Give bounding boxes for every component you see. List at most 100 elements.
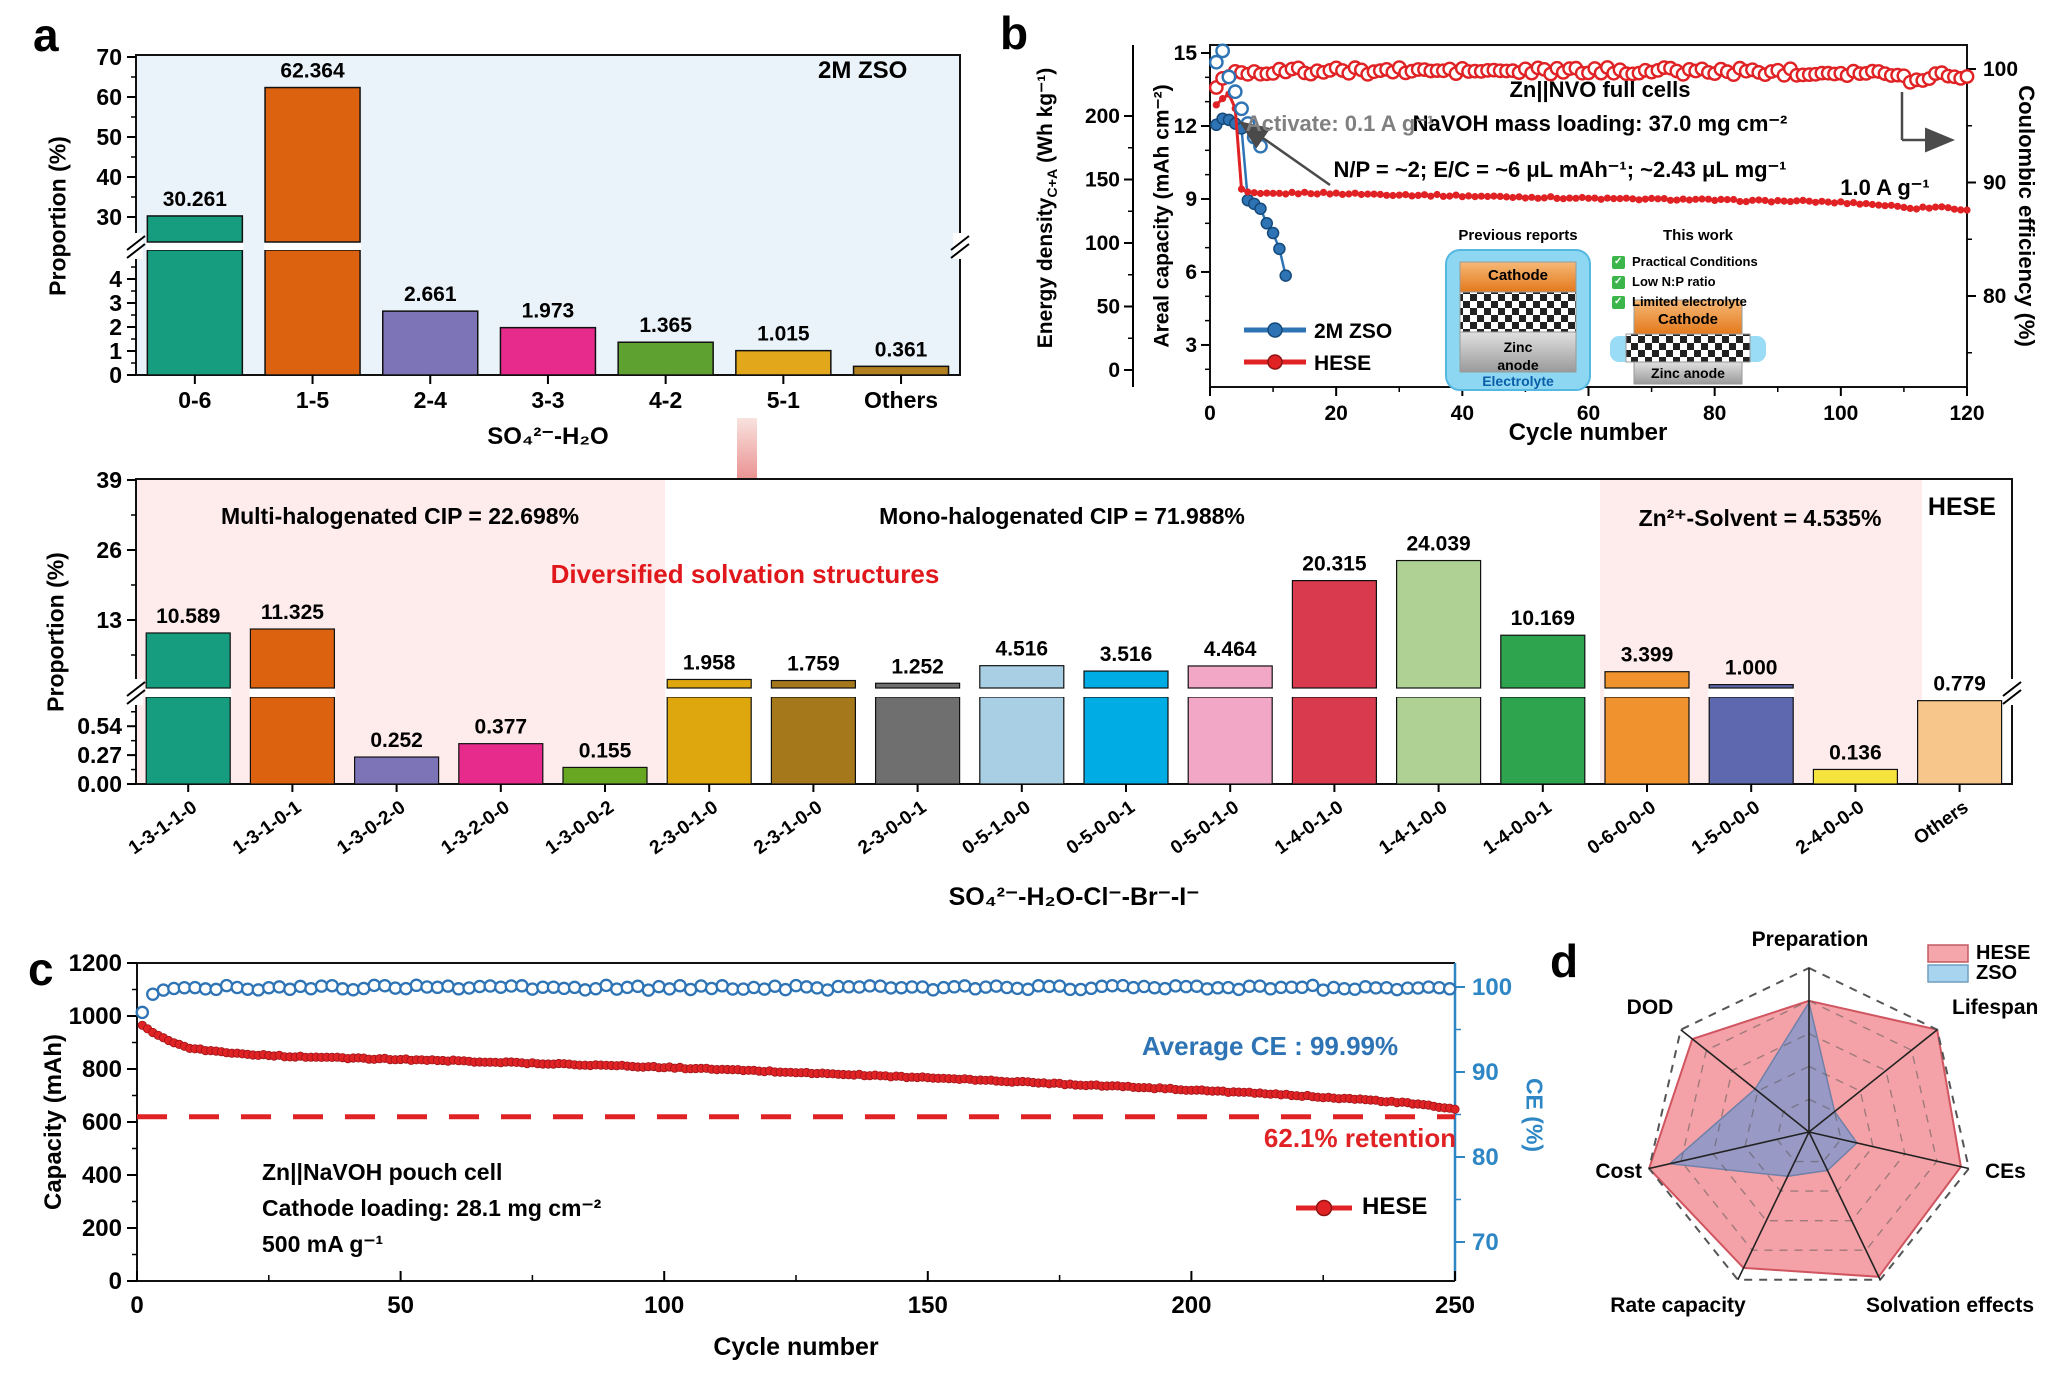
line: [2002, 681, 2022, 697]
bar-mid-2-3-1-0-0: [770, 696, 857, 785]
marker-hese-capacity: [1755, 196, 1763, 204]
bar-break-band: [264, 242, 362, 250]
bar-break-band: [145, 688, 232, 697]
marker-hese-ce: [989, 979, 1004, 993]
bar-break-band: [1291, 688, 1378, 697]
inset-prev-anode-label2: anode: [1497, 357, 1539, 373]
inset-this-anode-label: Zinc anode: [1651, 365, 1725, 381]
bar-a-5-1: [735, 349, 832, 376]
tick-label: 150: [1085, 169, 1120, 192]
marker-hese-capacity: [1547, 193, 1555, 201]
tick-label: 26: [96, 537, 122, 563]
tick-label: 40: [1451, 402, 1474, 425]
marker-hese-capacity: [1364, 190, 1372, 198]
category-label: Others: [864, 387, 938, 413]
marker-hese-capacity: [1837, 198, 1845, 206]
category-label: 1-5: [296, 387, 329, 413]
marker-hese-capacity: [1906, 204, 1914, 212]
tick-label: 39: [96, 467, 122, 493]
marker-hese-ce: [251, 983, 266, 997]
category-label: 4-2: [649, 387, 682, 413]
marker-hese-capacity: [1849, 199, 1858, 207]
radar-axis-line: [1648, 1131, 1810, 1170]
marker-hese-capacity: [1736, 197, 1744, 206]
radar-axis-dod: DOD: [1626, 996, 1674, 1019]
tick-label: 100: [1472, 974, 1512, 1001]
panel-c-ylabel-right: CE (%): [1521, 1077, 1548, 1153]
bar-break-band: [249, 688, 336, 697]
marker-hese-ce: [652, 979, 666, 994]
marker-hese-capacity: [1244, 188, 1252, 196]
bar-mid-2-3-0-0-1: [874, 696, 961, 785]
panel-letter-d: d: [1550, 935, 1579, 987]
marker-hese-capacity: [1307, 190, 1315, 198]
marker-hese-ce: [135, 1005, 150, 1020]
marker-hese-ce: [1116, 978, 1130, 993]
marker-hese-ce: [525, 982, 540, 996]
marker-hese-capacity: [1641, 195, 1649, 203]
panel-b-ylabel-energy: Energy densityC+A (Wh kg⁻¹): [1034, 68, 1062, 348]
marker-zso-ce: [1215, 43, 1231, 59]
marker-hese-capacity: [1219, 95, 1227, 103]
category-label: 1-4-0-0-1: [1480, 797, 1556, 859]
bar-value-label: 10.169: [1511, 607, 1575, 630]
bar-value-label: 4.516: [996, 638, 1049, 661]
marker-hese-capacity: [1338, 190, 1347, 198]
marker-hese-capacity: [1793, 197, 1801, 205]
marker-hese-capacity: [1597, 195, 1605, 203]
inset-this-title: This work: [1662, 227, 1734, 244]
bar-mid-top: [666, 678, 752, 689]
marker-hese-capacity: [1420, 191, 1429, 199]
bar-a-top: [146, 215, 244, 243]
marker-hese-ce: [1126, 980, 1141, 995]
marker-hese-capacity: [1856, 200, 1864, 208]
marker-hese-ce: [736, 982, 751, 996]
category-label: 1-5-0-0-0: [1688, 797, 1764, 859]
bar-value-label: 20.315: [1302, 553, 1367, 576]
marker-hese-capacity: [1584, 194, 1593, 202]
radar-axis-line: [1808, 1131, 1970, 1170]
bar-mid-top: [874, 682, 961, 689]
marker-hese-capacity: [1805, 197, 1813, 205]
marker-zso-capacity: [1279, 269, 1292, 282]
marker-hese-capacity: [1502, 193, 1511, 201]
radar-ring: [1744, 1065, 1874, 1192]
tick-label: 70: [1472, 1229, 1499, 1256]
marker-hese-capacity: [1389, 191, 1397, 200]
radar-axis-preparation: Preparation: [1751, 928, 1869, 951]
tick-label: 200: [1085, 105, 1120, 128]
tick-label: 100: [1085, 232, 1120, 255]
panel-b-legend-hese: HESE: [1314, 352, 1372, 375]
marker-hese-capacity: [1465, 192, 1473, 200]
tick-label: 600: [82, 1109, 122, 1136]
bar-value-label: 1.365: [639, 314, 692, 337]
category-label: 1-3-1-1-0: [125, 797, 201, 859]
bar-mid-1-3-1-1-0: [145, 696, 231, 785]
tick-label: 80: [1703, 402, 1726, 425]
bar-break-band: [770, 688, 857, 697]
panel-b-ylabel-ce: Coulombic efficiency (%): [2014, 85, 2040, 347]
line: [126, 689, 146, 705]
marker-hese-capacity: [1566, 194, 1574, 202]
marker-hese-capacity: [1875, 201, 1883, 209]
tick-label: 0.54: [77, 713, 122, 739]
marker-hese-ce: [926, 983, 940, 997]
bar-break-band: [146, 242, 244, 250]
tick-label: 200: [82, 1215, 122, 1242]
region-mono-label: Mono-halogenated CIP = 71.988%: [879, 503, 1245, 529]
marker-hese-capacity: [1212, 101, 1220, 109]
marker-hese-capacity: [1477, 192, 1485, 200]
marker-zso-capacity: [1260, 217, 1274, 230]
line: [126, 681, 146, 697]
line: [950, 243, 970, 259]
marker-hese-capacity: [1450, 1104, 1460, 1114]
bar-break-band: [874, 688, 961, 697]
bar-a-2-4: [382, 310, 479, 376]
bar-a-top: [264, 86, 361, 243]
bar-value-label: 0.252: [370, 729, 423, 752]
marker-hese-capacity: [1237, 185, 1246, 193]
category-label: 1-3-0-0-2: [542, 797, 618, 859]
marker-hese-capacity: [1301, 188, 1309, 196]
line: [950, 235, 970, 251]
